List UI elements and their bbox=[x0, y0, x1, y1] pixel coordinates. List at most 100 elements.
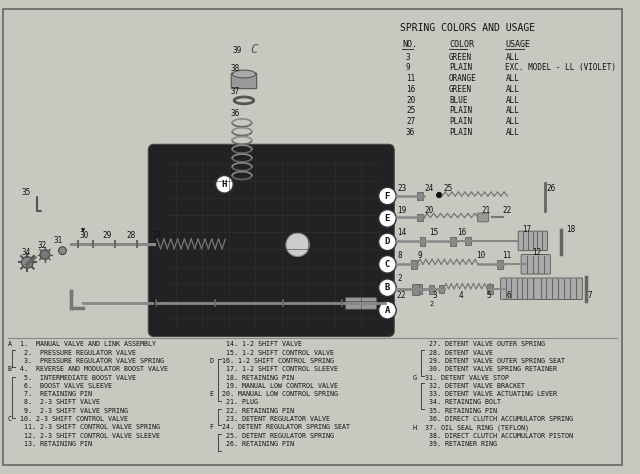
Text: 33. DETENT VALVE ACTUATING LEVER: 33. DETENT VALVE ACTUATING LEVER bbox=[413, 391, 557, 397]
FancyBboxPatch shape bbox=[412, 284, 419, 294]
Text: 27. DETENT VALVE OUTER SPRING: 27. DETENT VALVE OUTER SPRING bbox=[413, 341, 545, 347]
FancyBboxPatch shape bbox=[497, 260, 502, 269]
Text: H  37. OIL SEAL RING (TEFLON): H 37. OIL SEAL RING (TEFLON) bbox=[413, 424, 529, 431]
Text: B  4.  REVERSE AND MODULATOR BOOST VALVE: B 4. REVERSE AND MODULATOR BOOST VALVE bbox=[8, 366, 168, 372]
FancyBboxPatch shape bbox=[231, 73, 257, 89]
Text: EXC. MODEL - LL (VIOLET): EXC. MODEL - LL (VIOLET) bbox=[506, 64, 616, 73]
Text: 32. DETENT VALVE BRACKET: 32. DETENT VALVE BRACKET bbox=[413, 383, 525, 389]
Text: 4: 4 bbox=[459, 292, 463, 301]
Text: 7: 7 bbox=[588, 291, 592, 300]
Text: ALL: ALL bbox=[506, 95, 520, 104]
Text: 3: 3 bbox=[432, 292, 437, 301]
Text: 19. MANUAL LOW CONTROL VALVE: 19. MANUAL LOW CONTROL VALVE bbox=[210, 383, 338, 389]
Text: 23. DETENT REGULATOR VALVE: 23. DETENT REGULATOR VALVE bbox=[210, 416, 330, 422]
Text: 6.  BOOST VALVE SLEEVE: 6. BOOST VALVE SLEEVE bbox=[8, 383, 112, 389]
Text: 14: 14 bbox=[397, 228, 406, 237]
FancyBboxPatch shape bbox=[417, 192, 422, 200]
Circle shape bbox=[436, 192, 442, 198]
Text: D  16. 1-2 SHIFT CONTROL SPRING: D 16. 1-2 SHIFT CONTROL SPRING bbox=[210, 358, 334, 364]
Text: B: B bbox=[385, 283, 390, 292]
Text: 27: 27 bbox=[152, 231, 161, 240]
Text: 11. 2-3 SHIFT CONTROL VALVE SPRING: 11. 2-3 SHIFT CONTROL VALVE SPRING bbox=[8, 424, 160, 430]
FancyBboxPatch shape bbox=[420, 237, 426, 246]
Text: 8.  2-3 SHIFT VALVE: 8. 2-3 SHIFT VALVE bbox=[8, 400, 100, 405]
FancyBboxPatch shape bbox=[521, 255, 550, 274]
FancyBboxPatch shape bbox=[429, 285, 435, 293]
FancyBboxPatch shape bbox=[450, 237, 456, 246]
Text: ▼: ▼ bbox=[81, 228, 85, 233]
FancyBboxPatch shape bbox=[346, 298, 377, 309]
Text: 36: 36 bbox=[230, 109, 239, 118]
Text: C: C bbox=[250, 43, 257, 55]
Text: G  31. DETENT VALVE STOP: G 31. DETENT VALVE STOP bbox=[413, 374, 509, 381]
Text: 13. RETAINING PIN: 13. RETAINING PIN bbox=[8, 441, 92, 447]
Text: 15. 1-2 SHIFT CONTROL VALVE: 15. 1-2 SHIFT CONTROL VALVE bbox=[210, 350, 334, 356]
FancyBboxPatch shape bbox=[534, 278, 582, 300]
Text: 12: 12 bbox=[532, 247, 541, 256]
Text: 29: 29 bbox=[102, 231, 112, 240]
Text: 32: 32 bbox=[37, 241, 46, 250]
Text: 34. RETAINING BOLT: 34. RETAINING BOLT bbox=[413, 400, 500, 405]
Text: 39: 39 bbox=[232, 46, 241, 55]
Text: F  24. DETENT REGULATOR SPRING SEAT: F 24. DETENT REGULATOR SPRING SEAT bbox=[210, 424, 350, 430]
Text: 36. DIRECT CLUTCH ACCUMULATOR SPRING: 36. DIRECT CLUTCH ACCUMULATOR SPRING bbox=[413, 416, 573, 422]
Text: 27: 27 bbox=[406, 117, 415, 126]
Text: D: D bbox=[385, 237, 390, 246]
Text: ALL: ALL bbox=[506, 85, 520, 94]
Text: 18: 18 bbox=[566, 225, 575, 234]
Text: C: C bbox=[385, 260, 390, 269]
Text: 6: 6 bbox=[506, 292, 511, 301]
FancyBboxPatch shape bbox=[465, 237, 471, 245]
Text: 18. RETAINING PIN: 18. RETAINING PIN bbox=[210, 374, 294, 381]
Text: ALL: ALL bbox=[506, 106, 520, 115]
Text: ORANGE: ORANGE bbox=[449, 74, 477, 83]
FancyBboxPatch shape bbox=[415, 284, 422, 293]
Circle shape bbox=[286, 233, 309, 256]
Text: 9.  2-3 SHIFT VALVE SPRING: 9. 2-3 SHIFT VALVE SPRING bbox=[8, 408, 128, 414]
Text: 5.  INTERMEDIATE BOOST VALVE: 5. INTERMEDIATE BOOST VALVE bbox=[8, 374, 136, 381]
Text: C  10. 2-3 SHIFT CONTROL VALVE: C 10. 2-3 SHIFT CONTROL VALVE bbox=[8, 416, 128, 422]
Text: 31: 31 bbox=[54, 236, 63, 245]
Text: 35. RETAINING PIN: 35. RETAINING PIN bbox=[413, 408, 497, 414]
Text: 21. PLUG: 21. PLUG bbox=[210, 400, 258, 405]
Text: 2: 2 bbox=[397, 274, 402, 283]
Circle shape bbox=[379, 301, 396, 319]
Text: NO.: NO. bbox=[402, 40, 417, 49]
Text: PLAIN: PLAIN bbox=[449, 106, 472, 115]
Text: 23: 23 bbox=[397, 184, 406, 193]
Text: 9: 9 bbox=[406, 64, 411, 73]
Text: ALL: ALL bbox=[506, 74, 520, 83]
Text: 25. DETENT REGULATOR SPRING: 25. DETENT REGULATOR SPRING bbox=[210, 433, 334, 438]
Text: PLAIN: PLAIN bbox=[449, 128, 472, 137]
Text: 26. RETAINING PIN: 26. RETAINING PIN bbox=[210, 441, 294, 447]
FancyBboxPatch shape bbox=[477, 213, 488, 222]
Text: H: H bbox=[221, 180, 227, 189]
Text: 17: 17 bbox=[522, 225, 531, 234]
FancyBboxPatch shape bbox=[148, 144, 394, 337]
Text: PLAIN: PLAIN bbox=[449, 117, 472, 126]
Text: COLOR: COLOR bbox=[449, 40, 474, 49]
Text: 3.  PRESSURE REGULATOR VALVE SPRING: 3. PRESSURE REGULATOR VALVE SPRING bbox=[8, 358, 164, 364]
Text: A: A bbox=[385, 306, 390, 315]
Text: 30. DETENT VALVE SPRING RETAINER: 30. DETENT VALVE SPRING RETAINER bbox=[413, 366, 557, 372]
FancyBboxPatch shape bbox=[3, 9, 621, 465]
FancyBboxPatch shape bbox=[487, 284, 493, 293]
Circle shape bbox=[22, 256, 33, 268]
Text: E: E bbox=[385, 214, 390, 223]
Text: A  1.  MANUAL VALVE AND LINK ASSEMBLY: A 1. MANUAL VALVE AND LINK ASSEMBLY bbox=[8, 341, 156, 347]
Text: 3: 3 bbox=[406, 53, 411, 62]
Text: PLAIN: PLAIN bbox=[449, 64, 472, 73]
Text: 35: 35 bbox=[22, 188, 31, 197]
Text: 2.  PRESSURE REGULATOR VALVE: 2. PRESSURE REGULATOR VALVE bbox=[8, 350, 136, 356]
Text: 37: 37 bbox=[230, 87, 239, 96]
FancyBboxPatch shape bbox=[411, 260, 417, 269]
FancyBboxPatch shape bbox=[518, 231, 547, 251]
Circle shape bbox=[379, 233, 396, 251]
Text: 17. 1-2 SHIFT CONTROL SLEEVE: 17. 1-2 SHIFT CONTROL SLEEVE bbox=[210, 366, 338, 372]
Text: 2: 2 bbox=[396, 292, 401, 301]
Text: 1: 1 bbox=[151, 299, 156, 308]
Text: 11: 11 bbox=[502, 252, 512, 261]
Text: ALL: ALL bbox=[506, 117, 520, 126]
Circle shape bbox=[216, 175, 233, 193]
Text: USAGE: USAGE bbox=[506, 40, 531, 49]
